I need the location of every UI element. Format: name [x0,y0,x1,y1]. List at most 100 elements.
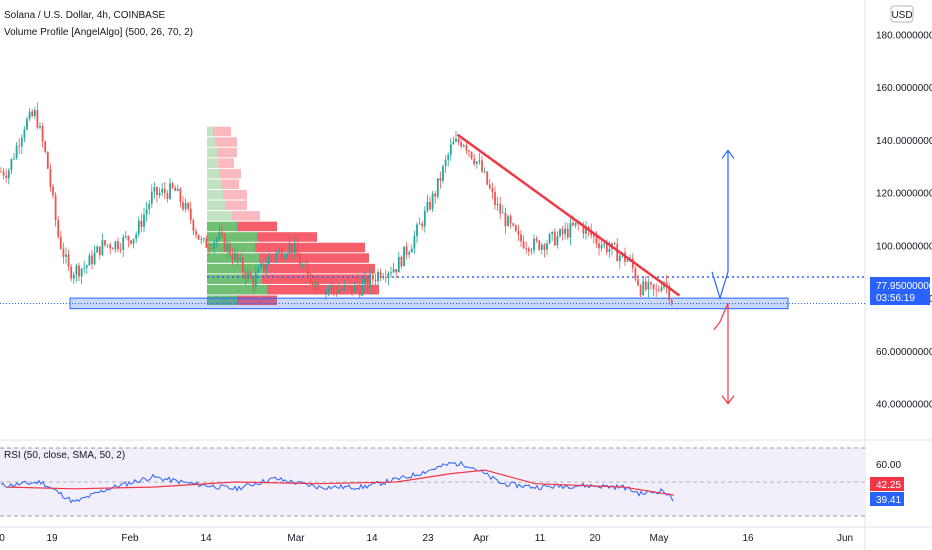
candle-body [304,265,307,267]
candle-body [551,231,554,235]
volume-profile-bar-up [207,147,217,158]
candle-body [286,254,288,258]
candle-body [135,234,138,239]
candle-body [657,289,660,291]
candle-body [7,170,10,179]
rsi-sma-tag [870,477,904,491]
candle-body [668,285,671,301]
time-label: Feb [121,533,139,544]
candle-body [98,246,101,256]
candle-body [296,244,299,257]
currency-label: USD [891,10,912,21]
candle-body [366,278,369,288]
volume-profile-bar-down [213,126,231,137]
candle-body [166,193,169,199]
candle-body [553,231,556,246]
candle-body [317,281,320,291]
candle-body [335,289,338,294]
volume-profile-bar-up [207,200,225,211]
candle-body [70,266,73,279]
volume-profile-bar-down [225,200,247,211]
volume-profile-bar-up [207,158,218,168]
candle-body [10,159,13,171]
candle-body [439,178,442,181]
time-label: May [650,533,669,544]
candle-body [655,288,658,290]
candle-body [28,111,31,120]
candle-body [280,249,283,259]
candle-body [340,290,343,291]
projection-down-arrow[interactable] [713,303,735,405]
candle-body [314,281,317,288]
candle-body [119,249,122,250]
currency-button[interactable] [890,5,914,23]
candle-body [265,264,268,270]
candle-body [543,244,546,250]
candle-body [205,238,208,248]
candle-body [481,160,483,172]
candle-body [332,285,335,290]
candle-body [626,260,629,262]
candle-body [59,236,62,249]
candle-body [312,282,314,288]
candle-body [468,150,470,152]
candle-body [257,267,260,274]
candle-body [192,219,195,232]
candle-body [603,243,606,246]
candle-body [44,141,47,152]
projection-down-head [721,395,735,405]
candle-body [148,203,151,210]
projection-up-arrow[interactable] [711,149,735,301]
price-label: 160.00000000 [876,83,932,94]
candle-body [20,137,23,147]
time-label: Apr [473,533,489,544]
candle-body [52,186,54,196]
candle-body [208,247,210,249]
candle-body [301,265,304,267]
candle-body [387,272,390,278]
candle-body [244,271,247,279]
candle-body [80,268,83,277]
candle-body [457,138,460,143]
candle-body [215,238,218,243]
candle-body [369,274,372,288]
candle-body [249,272,252,279]
candle-body [361,284,364,296]
volume-profile-bar-down [263,263,375,274]
candle-body [228,244,231,255]
candle-body [145,209,148,215]
candle-body [600,245,603,249]
time-label: 20 [589,533,601,544]
price-scale[interactable]: 180.00000000 160.00000000 140.00000000 120.… [876,30,932,410]
candle-body [267,256,270,265]
candle-body [364,278,366,285]
time-label: Jun [837,533,853,544]
candle-body [483,171,486,173]
price-pane[interactable] [0,0,865,440]
candle-body [356,285,359,289]
candle-body [322,291,325,294]
candle-body [210,248,213,249]
candle-body [374,279,377,282]
volume-profile-bar-down [215,137,237,147]
trendline[interactable] [456,133,681,297]
candle-body [179,188,182,203]
candle-body [595,236,598,244]
candle-body [418,223,421,225]
candle-body [130,240,132,244]
volume-profile-bar-up [207,263,263,274]
candle-body [93,252,96,264]
candle-body [408,252,411,255]
last-price-tag [870,277,930,305]
candle-body [213,242,216,249]
candle-body [650,282,652,285]
candle-body [299,256,301,266]
candle-body [447,154,450,160]
candle-body [231,254,234,261]
candle-body [348,285,351,286]
candle-body [132,238,135,244]
candle-body [291,243,294,254]
time-axis[interactable]: 0 19 Feb 14 Mar 14 23 Apr 11 20 May 16 Jun [0,533,853,544]
candle-body [275,252,278,259]
candle-body [452,141,455,145]
